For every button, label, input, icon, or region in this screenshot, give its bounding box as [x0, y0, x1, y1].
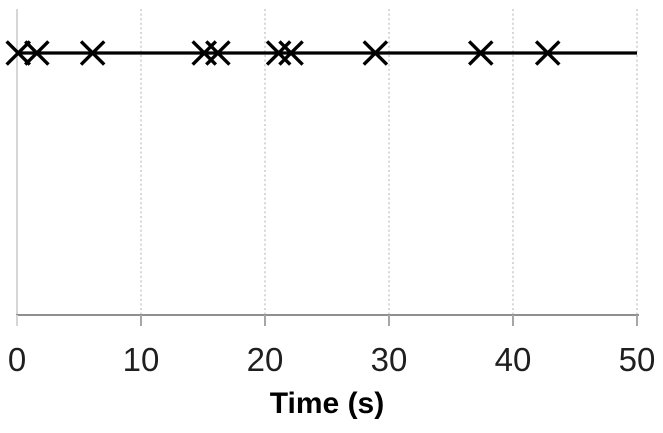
data-point-marker [205, 40, 231, 66]
data-point-marker [467, 40, 494, 66]
marker-stroke [362, 40, 389, 66]
marker-stroke [79, 40, 106, 66]
x-tick-label: 40 [495, 341, 532, 378]
marker-stroke [534, 40, 561, 66]
tick-labels-layer: 0 10 20 30 40 50 [8, 341, 656, 378]
data-point-marker [5, 40, 32, 66]
data-point-marker [534, 40, 561, 66]
marker-stroke [5, 40, 32, 66]
x-tick-label: 0 [8, 341, 26, 378]
marker-stroke [24, 40, 50, 66]
data-point-marker [79, 40, 106, 66]
series-layer [5, 40, 637, 66]
gridlines-layer [16, 9, 638, 315]
data-point-marker [278, 40, 304, 66]
marker-stroke [205, 40, 231, 66]
marker-stroke [265, 40, 292, 66]
x-axis-title: Time (s) [270, 387, 384, 420]
x-axis-layer [16, 314, 639, 326]
data-point-marker [362, 40, 389, 66]
data-point-marker [24, 40, 50, 66]
x-tick-label: 50 [619, 341, 656, 378]
x-tick-label: 10 [123, 341, 160, 378]
data-point-marker [265, 40, 292, 66]
marker-stroke [278, 40, 304, 66]
x-tick-label: 30 [371, 341, 408, 378]
x-tick-label: 20 [247, 341, 284, 378]
marker-stroke [467, 40, 494, 66]
